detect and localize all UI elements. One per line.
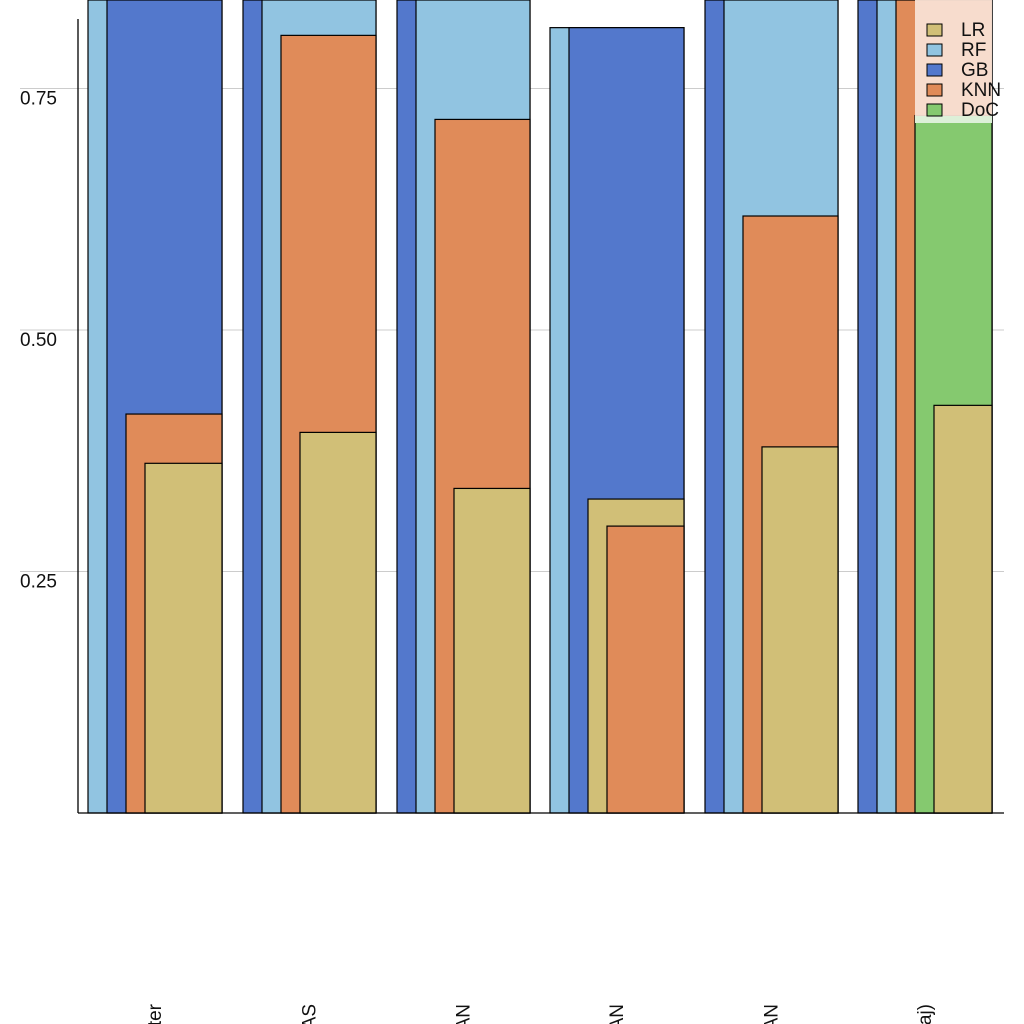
legend-swatch-rf [926,43,943,57]
y-tick-label: 0.75 [20,89,57,110]
axes [77,19,1004,814]
legend-box [915,0,992,116]
legend-swatch-knn [926,83,943,97]
bar-group-repeater [87,0,223,814]
x-tick-label: GAN [454,1004,475,1024]
bar-knn [606,525,685,814]
legend-label-knn: KNN [961,80,1001,101]
bar-groups [87,0,993,814]
bar-lr [453,487,531,814]
legend-swatch-gb [926,63,943,77]
bar-group-prowras [242,0,377,814]
bar-group-ctab-gan [704,0,839,814]
bar-group-ctgan [549,27,685,814]
bar-group-gan [396,0,531,814]
bar-lr [299,431,377,814]
legend-swatch-doc [926,103,943,117]
x-tick-label: CTGAN [607,1004,628,1024]
legend-label-rf: RF [961,40,986,61]
x-tick-label: Repeater [145,1003,166,1024]
y-tick-label: 0.50 [20,330,57,351]
legend-label-lr: LR [961,20,985,41]
legend-label-doc: DoC [961,100,999,121]
bar-lr [933,404,993,814]
x-tick-label: ConvGeN(min,maj) [915,1004,936,1024]
y-tick-label: 0.25 [20,572,57,593]
bar-lr [761,446,839,814]
x-tick-label: ProWRAS [300,1004,321,1024]
x-tick-labels: Repeater ProWRAS GAN CTGAN CTAB-GAN ConvGeN(m… [145,1003,936,1024]
y-tick-labels: 0.25 0.50 0.75 [20,89,57,593]
x-tick-label: CTAB-GAN [762,1004,783,1024]
bar-group-convgen-min-maj- [857,0,993,814]
legend-box-edge [915,116,992,123]
bar-lr [144,462,223,814]
legend-label-gb: GB [961,60,988,81]
legend-swatch-lr [926,23,943,37]
